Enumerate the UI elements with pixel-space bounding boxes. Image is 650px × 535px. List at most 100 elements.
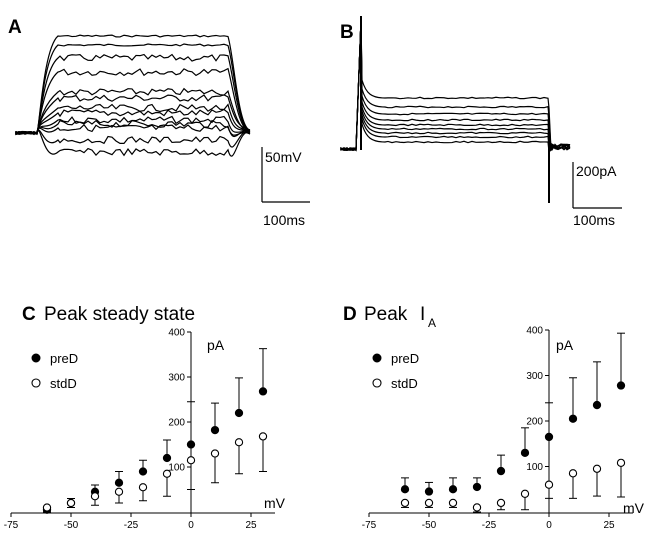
chart-c: C Peak steady state -75 -50 -25 0 25 100 200 30… bbox=[4, 304, 286, 531]
point-pred bbox=[616, 381, 626, 390]
voltage-trace bbox=[15, 43, 251, 135]
chart-c-legend: preD stdD bbox=[31, 351, 78, 391]
voltage-trace bbox=[15, 67, 251, 135]
point-stdd bbox=[616, 458, 626, 468]
point-pred bbox=[448, 485, 458, 494]
legend-marker-filled bbox=[31, 353, 41, 363]
legend-marker-filled bbox=[372, 353, 382, 363]
legend-label-pred: preD bbox=[50, 351, 78, 366]
y-tick-label: 100 bbox=[168, 463, 185, 474]
y-axis-unit: pA bbox=[556, 337, 574, 353]
panel-b-letter: B bbox=[340, 22, 354, 43]
x-tick-label: 0 bbox=[188, 520, 194, 531]
x-tick-label: -50 bbox=[64, 520, 79, 531]
point-stdd bbox=[210, 449, 220, 458]
scale-bar-time-label: 100ms bbox=[263, 212, 305, 228]
point-pred bbox=[424, 487, 434, 496]
y-axis-unit: pA bbox=[207, 337, 225, 353]
chart-c-points bbox=[42, 387, 268, 514]
chart-d-title-symbol: I bbox=[420, 304, 425, 325]
point-pred bbox=[496, 466, 506, 476]
voltage-trace bbox=[15, 87, 251, 136]
point-stdd bbox=[162, 469, 172, 478]
point-pred bbox=[520, 448, 530, 457]
voltage-trace bbox=[15, 94, 251, 136]
x-tick-label: 25 bbox=[603, 520, 615, 531]
point-stdd bbox=[186, 456, 196, 465]
legend-marker-open bbox=[31, 378, 41, 388]
scale-bar-current-label: 200pA bbox=[576, 163, 617, 179]
chart-c-axes: -75 -50 -25 0 25 100 200 300 400 bbox=[4, 328, 275, 531]
current-trace bbox=[340, 19, 571, 151]
point-stdd bbox=[138, 483, 148, 492]
point-pred bbox=[258, 387, 268, 396]
point-stdd bbox=[258, 432, 268, 441]
y-tick-label: 400 bbox=[168, 328, 185, 339]
point-stdd bbox=[520, 489, 530, 498]
voltage-trace bbox=[15, 103, 251, 136]
point-pred bbox=[114, 478, 124, 487]
point-pred bbox=[186, 440, 196, 449]
voltage-trace bbox=[15, 53, 251, 136]
voltage-trace bbox=[15, 108, 251, 134]
panel-c-letter: C bbox=[22, 304, 36, 325]
voltage-trace bbox=[15, 123, 251, 138]
x-tick-label: -75 bbox=[362, 520, 377, 531]
legend-label-pred: preD bbox=[391, 351, 419, 366]
chart-d-legend: preD stdD bbox=[372, 351, 419, 391]
y-tick-label: 300 bbox=[526, 371, 543, 382]
point-pred bbox=[568, 414, 578, 423]
chart-c-error-bars bbox=[43, 348, 267, 513]
point-pred bbox=[592, 400, 602, 410]
legend-label-stdd: stdD bbox=[391, 376, 418, 391]
y-tick-label: 400 bbox=[526, 326, 543, 337]
scale-bar-time-label: 100ms bbox=[573, 212, 615, 228]
current-trace bbox=[340, 19, 571, 151]
chart-c-title: Peak steady state bbox=[44, 304, 195, 325]
voltage-trace bbox=[15, 129, 251, 157]
legend-label-stdd: stdD bbox=[50, 376, 77, 391]
y-tick-label: 200 bbox=[526, 417, 543, 428]
x-tick-label: -50 bbox=[422, 520, 437, 531]
point-pred bbox=[472, 482, 482, 492]
current-traces bbox=[340, 16, 571, 203]
point-pred bbox=[162, 453, 172, 463]
chart-d-title: Peak bbox=[364, 304, 408, 325]
x-tick-label: 0 bbox=[546, 520, 552, 531]
chart-d: D Peak I A -75 -50 -25 0 25 100 200 300 400 preD… bbox=[343, 304, 645, 531]
x-axis-unit: mV bbox=[623, 500, 645, 516]
point-stdd bbox=[114, 487, 124, 496]
point-pred bbox=[400, 485, 410, 494]
point-stdd bbox=[472, 503, 482, 512]
point-stdd bbox=[234, 438, 244, 447]
y-tick-label: 300 bbox=[168, 373, 185, 384]
chart-d-error-bars bbox=[401, 332, 625, 513]
point-stdd bbox=[496, 498, 506, 508]
point-stdd bbox=[568, 469, 578, 478]
x-tick-label: -25 bbox=[124, 520, 139, 531]
x-axis-unit: mV bbox=[264, 495, 286, 511]
voltage-trace bbox=[15, 129, 251, 148]
x-tick-label: 25 bbox=[245, 520, 257, 531]
point-pred bbox=[544, 432, 554, 442]
y-tick-label: 200 bbox=[168, 418, 185, 429]
current-trace bbox=[340, 19, 571, 152]
point-stdd bbox=[592, 464, 602, 473]
point-stdd bbox=[400, 498, 410, 508]
point-stdd bbox=[448, 498, 458, 508]
panel-d-letter: D bbox=[343, 304, 357, 325]
point-pred bbox=[234, 408, 244, 418]
point-stdd bbox=[42, 503, 52, 512]
y-tick-label: 100 bbox=[526, 462, 543, 473]
legend-marker-open bbox=[372, 378, 382, 388]
voltage-traces bbox=[15, 34, 251, 157]
voltage-trace bbox=[15, 119, 251, 136]
current-trace bbox=[340, 19, 571, 152]
chart-d-points bbox=[400, 381, 626, 512]
panel-a: A 50mV 100ms bbox=[8, 17, 310, 228]
current-trace bbox=[340, 19, 571, 152]
scale-bar-voltage-label: 50mV bbox=[265, 149, 302, 165]
current-trace bbox=[340, 19, 571, 151]
current-trace bbox=[340, 19, 571, 151]
